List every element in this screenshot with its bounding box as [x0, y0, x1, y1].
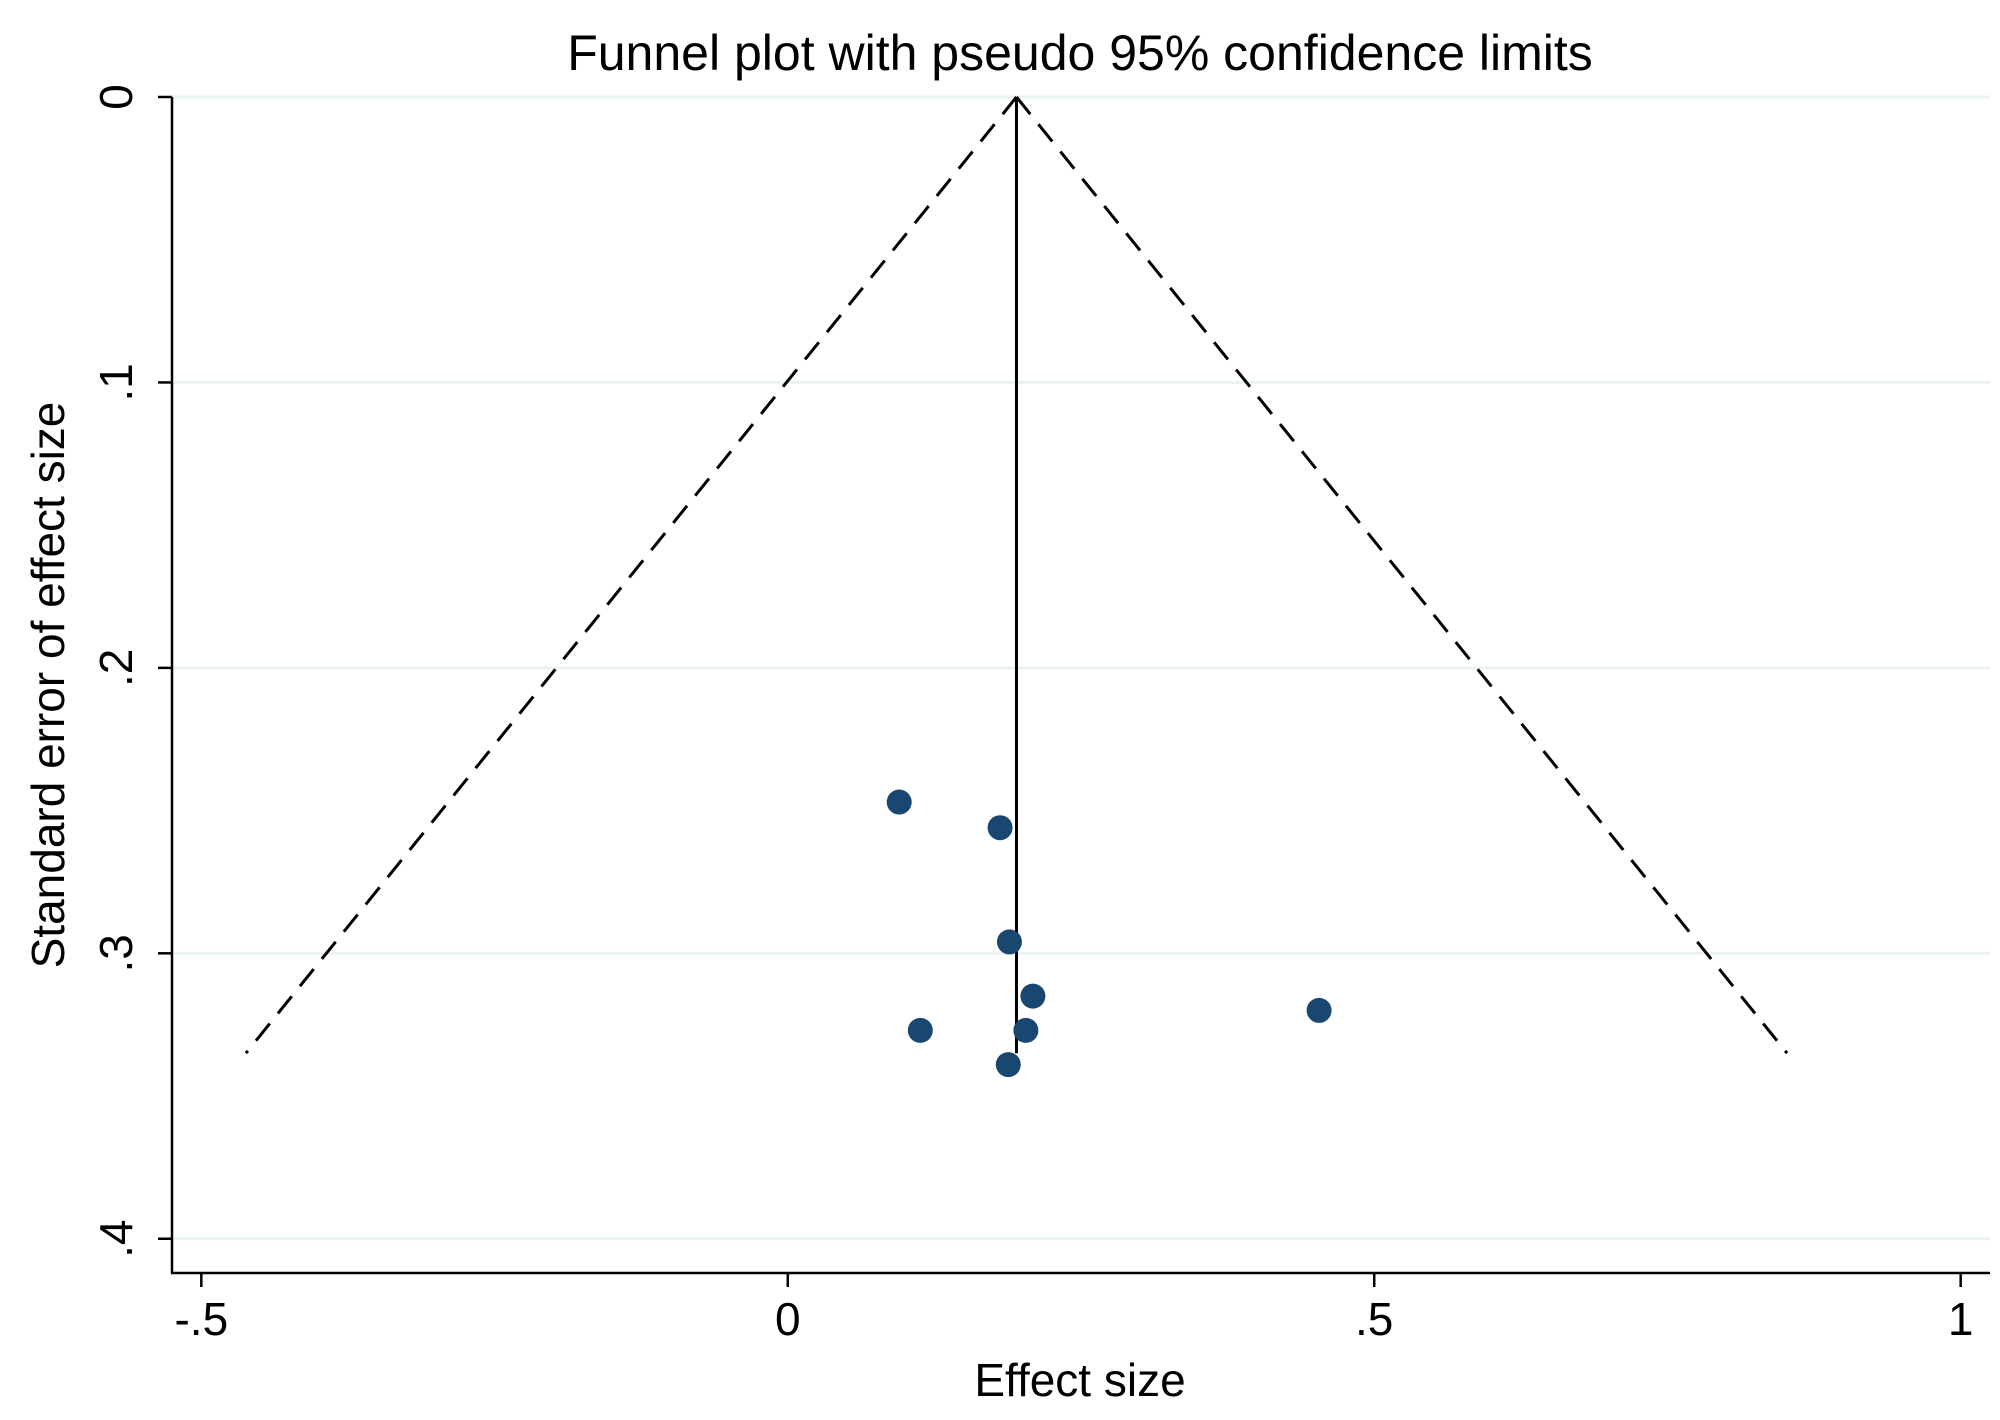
lower-confidence-limit: [244, 96, 1018, 1055]
y-axis-ticks: 0 .1 .2 .3 .4: [90, 84, 172, 1258]
y-tick-label: .3: [90, 934, 142, 972]
study-point: [1306, 997, 1332, 1023]
study-point: [995, 1052, 1021, 1078]
upper-confidence-limit: [1015, 96, 1789, 1055]
y-axis-label: Standard error of effect size: [22, 402, 74, 969]
study-point: [886, 789, 912, 815]
chart-title: Funnel plot with pseudo 95% confidence l…: [567, 25, 1593, 81]
x-axis-ticks: -.5 0 .5 1: [174, 1273, 1973, 1345]
data-points: [886, 789, 1332, 1078]
y-tick-label: 0: [90, 84, 142, 110]
x-tick-label: 0: [775, 1293, 801, 1345]
study-point: [996, 929, 1022, 955]
x-tick-label: .5: [1355, 1293, 1393, 1345]
study-point: [1020, 983, 1046, 1009]
study-point: [907, 1017, 933, 1043]
study-point: [987, 815, 1013, 841]
gridlines: [172, 95, 1990, 1241]
y-tick-label: .4: [90, 1220, 142, 1258]
x-tick-label: 1: [1948, 1293, 1974, 1345]
study-point: [1013, 1017, 1039, 1043]
x-axis-label: Effect size: [974, 1354, 1185, 1406]
funnel-lines: [244, 96, 1789, 1055]
x-tick-label: -.5: [174, 1293, 228, 1345]
y-tick-label: .2: [90, 649, 142, 687]
y-tick-label: .1: [90, 363, 142, 401]
